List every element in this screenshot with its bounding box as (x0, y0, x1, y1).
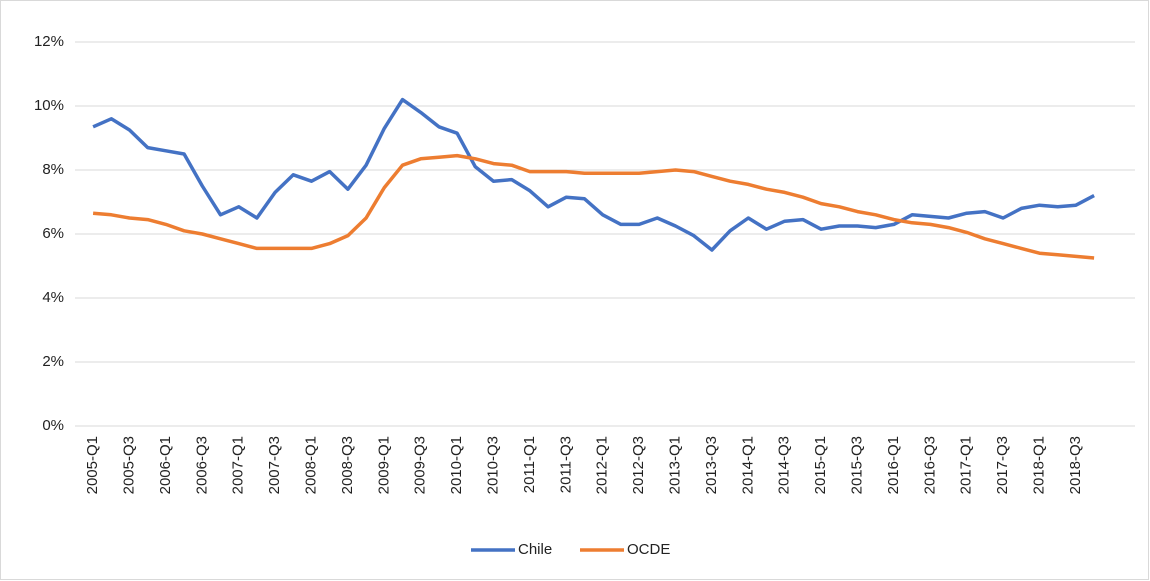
x-tick-label: 2008-Q3 (339, 436, 356, 494)
line-series (92, 97, 1095, 252)
x-tick-label: 2009-Q1 (375, 436, 392, 494)
y-tick-label: 12% (34, 33, 64, 50)
x-tick-label: 2017-Q3 (994, 436, 1011, 494)
x-tick-label: 2016-Q3 (921, 436, 938, 494)
x-tick-label: 2014-Q1 (739, 436, 756, 494)
legend-label: OCDE (627, 541, 670, 558)
x-tick-label: 2012-Q1 (594, 436, 611, 494)
y-tick-label: 10% (34, 97, 64, 114)
x-tick-label: 2017-Q1 (958, 436, 975, 494)
x-tick-label: 2010-Q1 (448, 436, 465, 494)
y-tick-label: 4% (42, 289, 64, 306)
x-tick-label: 2018-Q3 (1067, 436, 1084, 494)
x-tick-label: 2012-Q3 (630, 436, 647, 494)
x-tick-label: 2006-Q3 (193, 436, 210, 494)
x-tick-label: 2015-Q3 (848, 436, 865, 494)
x-tick-label: 2006-Q1 (157, 436, 174, 494)
y-tick-label: 6% (42, 225, 64, 242)
x-tick-label: 2005-Q3 (120, 436, 137, 494)
x-tick-label: 2013-Q1 (666, 436, 683, 494)
x-tick-label: 2009-Q3 (412, 436, 429, 494)
x-tick-label: 2015-Q1 (812, 436, 829, 494)
x-tick-label: 2005-Q1 (84, 436, 101, 494)
y-tick-label: 2% (42, 353, 64, 370)
x-tick-label: 2016-Q1 (885, 436, 902, 494)
x-tick-label: 2007-Q1 (230, 436, 247, 494)
y-tick-label: 8% (42, 161, 64, 178)
legend-label: Chile (518, 541, 552, 558)
x-tick-label: 2014-Q3 (776, 436, 793, 494)
x-tick-label: 2010-Q3 (484, 436, 501, 494)
x-tick-label: 2007-Q3 (266, 436, 283, 494)
x-tick-label: 2018-Q1 (1030, 436, 1047, 494)
line-series (92, 153, 1095, 260)
x-tick-label: 2008-Q1 (302, 436, 319, 494)
x-tick-label: 2013-Q3 (703, 436, 720, 494)
y-tick-label: 0% (42, 417, 64, 434)
x-tick-label: 2011-Q1 (521, 436, 538, 493)
x-tick-label: 2011-Q3 (557, 436, 574, 493)
